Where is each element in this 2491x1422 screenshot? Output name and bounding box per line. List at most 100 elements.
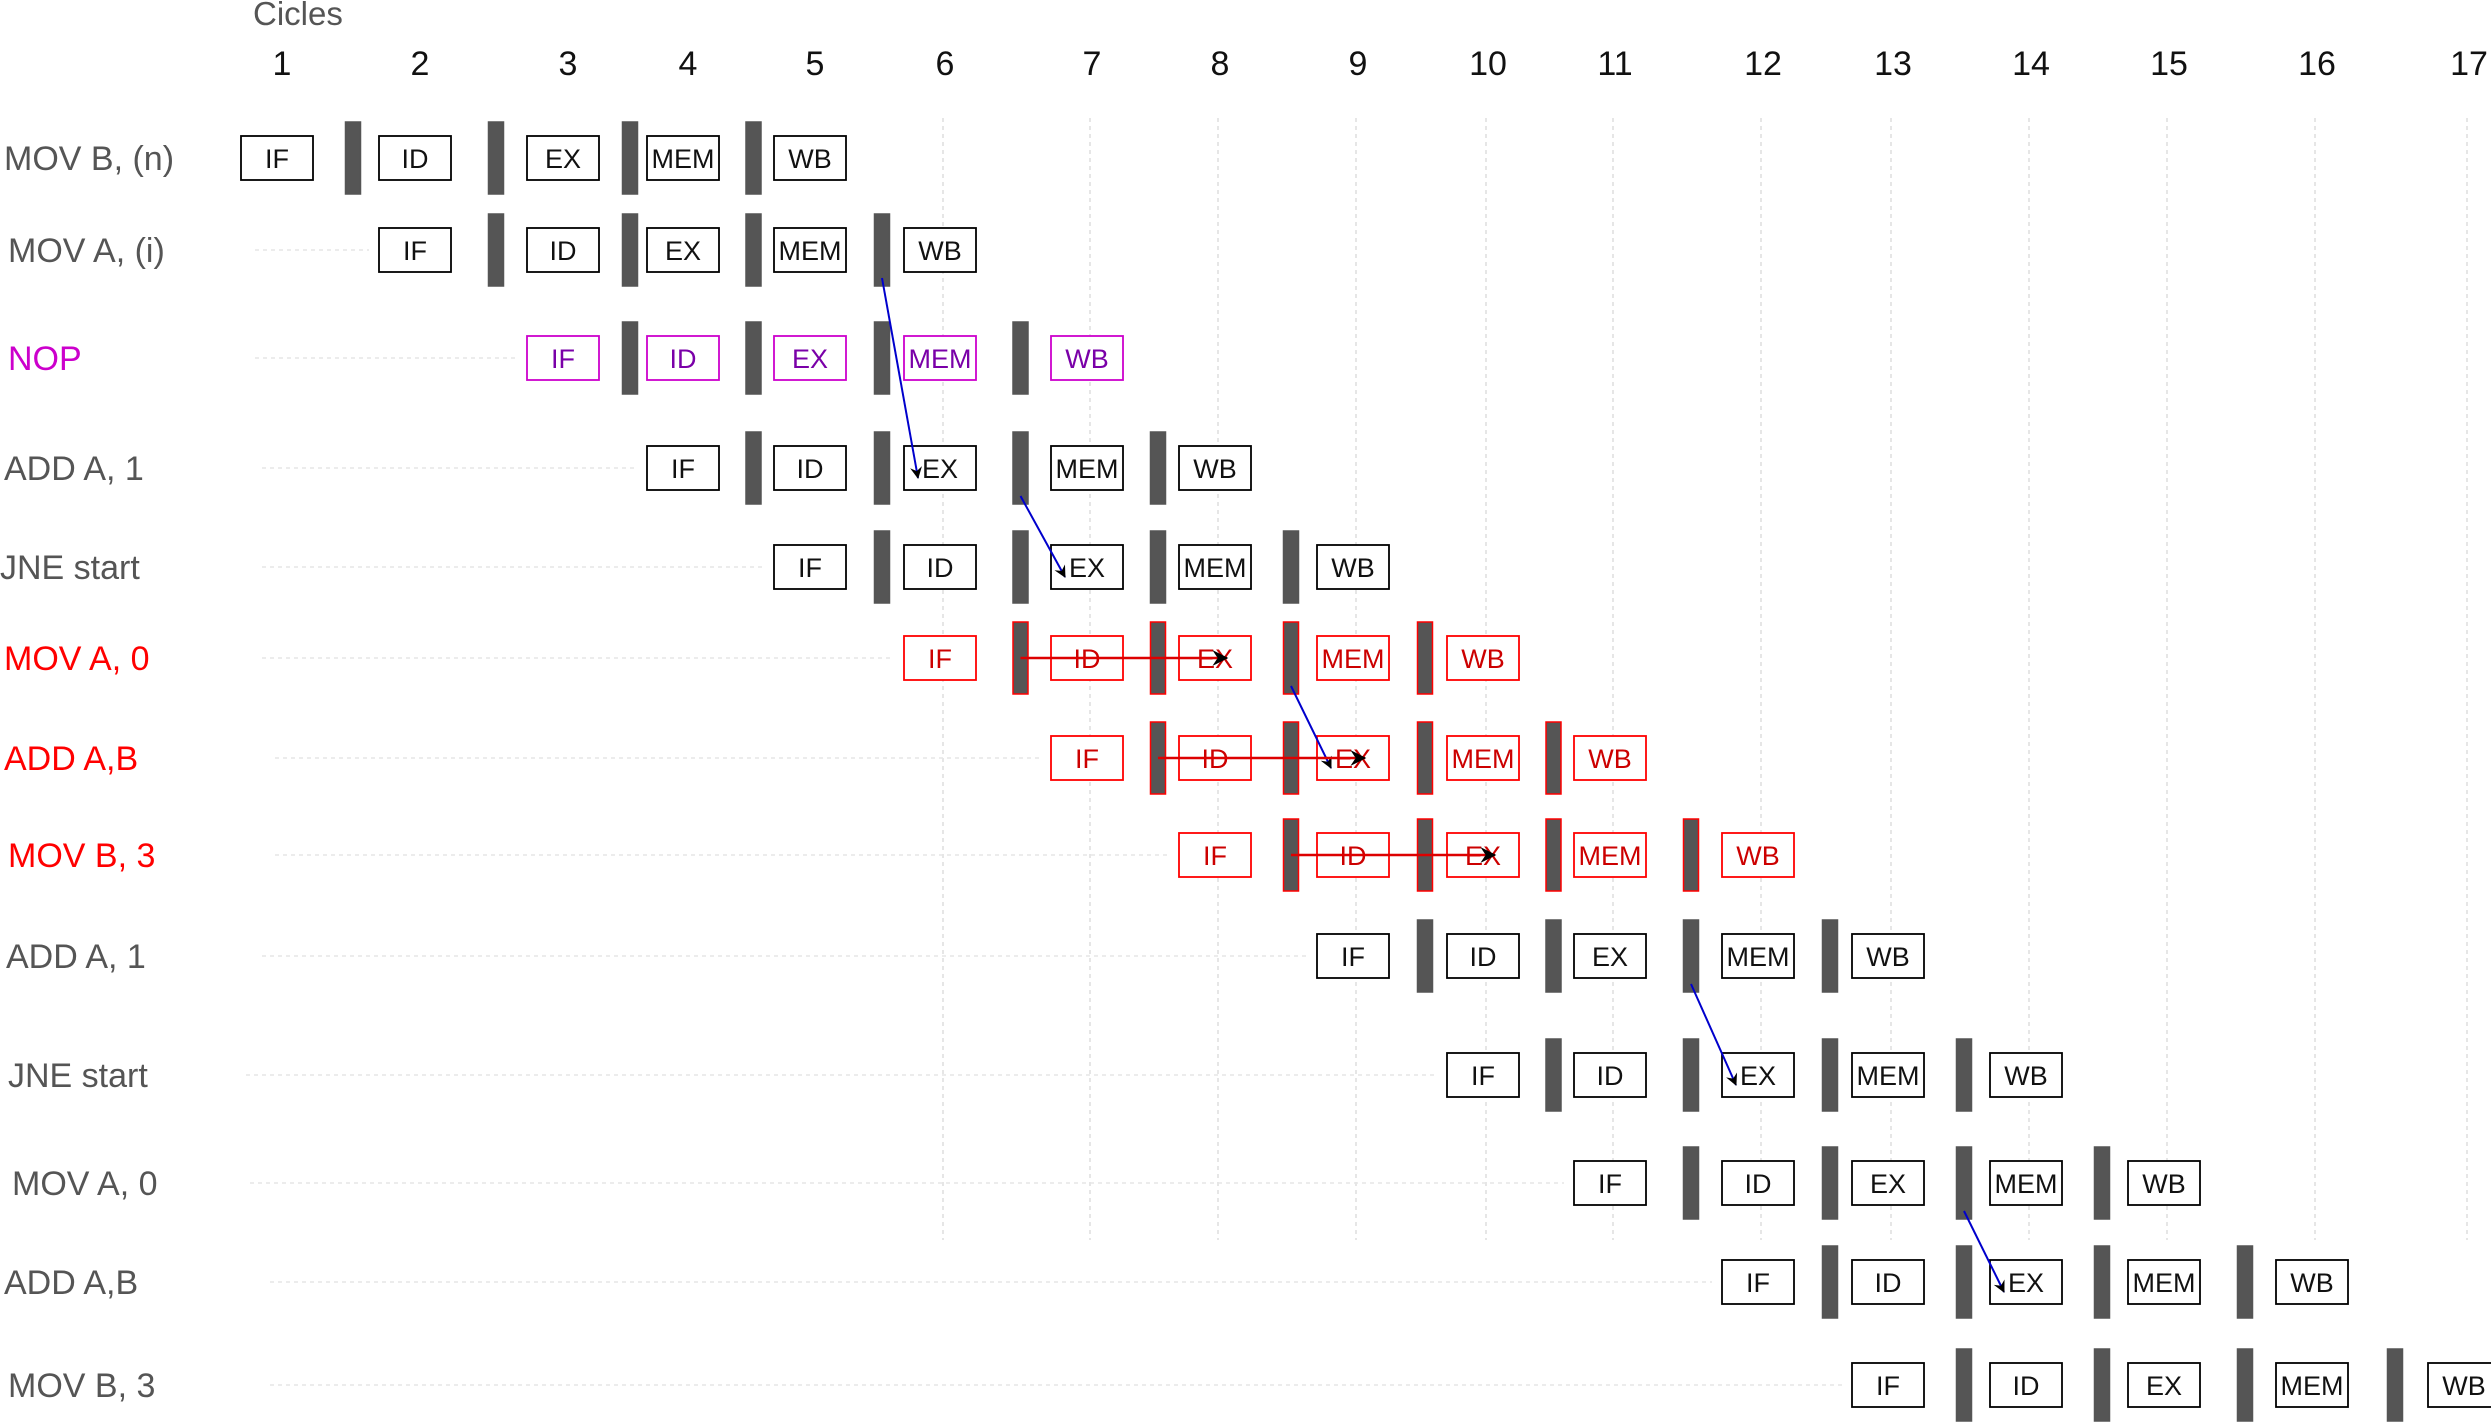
- pipeline-latches: [344, 121, 2404, 1422]
- stage-label: MEM: [1995, 1169, 2058, 1199]
- stage-label: EX: [792, 344, 828, 374]
- pipeline-latch: [1821, 1245, 1839, 1319]
- stage-box: [1316, 933, 1390, 979]
- pipeline-latch: [1012, 530, 1029, 604]
- stage-label: EX: [2146, 1371, 2182, 1401]
- pipeline-latch: [1955, 1146, 1973, 1220]
- stage-label: ID: [1597, 1061, 1624, 1091]
- stage-label: MEM: [2281, 1371, 2344, 1401]
- stage-box: [1989, 1362, 2063, 1408]
- stage-label: WB: [1866, 942, 1910, 972]
- pipeline-latch: [344, 121, 362, 195]
- instruction-label: MOV B, (n): [4, 140, 174, 178]
- instruction-label: ADD A, 1: [4, 450, 144, 488]
- pipeline-latch: [2093, 1348, 2111, 1422]
- stage-box: [903, 635, 977, 681]
- stage-label: IF: [1598, 1169, 1622, 1199]
- pipeline-latch: [1149, 530, 1167, 604]
- stage-box: [646, 135, 720, 181]
- stage-box: [903, 335, 977, 381]
- pipeline-latch: [745, 321, 762, 395]
- pipeline-latch: [2093, 1146, 2111, 1220]
- pipeline-latch: [1012, 321, 1029, 395]
- stage-label: MEM: [779, 236, 842, 266]
- stage-box: [1721, 933, 1795, 979]
- stage-label: ID: [670, 344, 697, 374]
- stage-box: [1573, 933, 1647, 979]
- pipeline-latch: [1682, 1038, 1700, 1112]
- stage-label: WB: [1588, 744, 1632, 774]
- stage-box: [1989, 1160, 2063, 1206]
- instruction-label: MOV A, (i): [8, 232, 165, 270]
- pipeline-latch: [1682, 1146, 1700, 1220]
- stage-label: EX: [1870, 1169, 1906, 1199]
- stage-box: [1446, 735, 1520, 781]
- stage-box: [773, 445, 847, 491]
- forwarding-arrow: [1690, 983, 1738, 1086]
- stage-label: WB: [1193, 454, 1237, 484]
- stage-box: [903, 544, 977, 590]
- cycles-title: Cicles: [253, 0, 343, 32]
- stage-box: [646, 445, 720, 491]
- pipeline-latch: [1282, 530, 1300, 604]
- cycle-number: 2: [411, 45, 430, 83]
- stage-box: [903, 227, 977, 273]
- stage-label: IF: [1746, 1268, 1770, 1298]
- stage-box: [1178, 445, 1252, 491]
- instruction-label: JNE start: [0, 549, 140, 587]
- stage-box: [1851, 933, 1925, 979]
- pipeline-latch: [745, 431, 762, 505]
- stage-box: [526, 335, 600, 381]
- cycle-number: 1: [273, 45, 292, 83]
- stage-label: IF: [1075, 744, 1099, 774]
- stage-box: [1989, 1052, 2063, 1098]
- stage-label: MEM: [1579, 841, 1642, 871]
- forwarding-arrow: [1290, 685, 1332, 769]
- stage-box: [1178, 544, 1252, 590]
- stage-label: MEM: [1452, 744, 1515, 774]
- pipeline-latch: [745, 121, 762, 195]
- stage-box: [2427, 1362, 2491, 1408]
- instruction-label: ADD A, 1: [6, 938, 146, 976]
- stage-label: WB: [918, 236, 962, 266]
- stage-label: MEM: [1056, 454, 1119, 484]
- stage-label: ID: [2013, 1371, 2040, 1401]
- pipeline-latch: [1821, 1038, 1839, 1112]
- stage-box: [646, 227, 720, 273]
- stage-label: IF: [1341, 942, 1365, 972]
- stage-label: MEM: [2133, 1268, 2196, 1298]
- cycle-number: 15: [2150, 45, 2188, 83]
- pipeline-latch: [1955, 1245, 1973, 1319]
- instruction-label: MOV A, 0: [4, 640, 150, 678]
- stage-box: [1316, 544, 1390, 590]
- instruction-label: MOV B, 3: [8, 837, 155, 875]
- stage-label: MEM: [652, 144, 715, 174]
- pipeline-stages: IF ID EX MEM WB IF ID EX MEM WB IF ID EX MEM WB IF ID EX M…: [240, 135, 2491, 1408]
- forwarding-arrows: [881, 277, 2005, 1293]
- stage-box: [378, 135, 452, 181]
- stage-box: [1721, 1160, 1795, 1206]
- stage-box: [1851, 1052, 1925, 1098]
- pipeline-latch: [1416, 621, 1434, 695]
- pipeline-latch: [873, 321, 891, 395]
- stage-label: ID: [402, 144, 429, 174]
- stage-box: [1050, 445, 1124, 491]
- pipeline-latch: [621, 321, 639, 395]
- pipeline-latch: [487, 121, 505, 195]
- cycle-number: 10: [1469, 45, 1507, 83]
- stage-box: [2127, 1362, 2201, 1408]
- stage-box: [1573, 1160, 1647, 1206]
- cycle-number: 4: [679, 45, 698, 83]
- pipeline-latch: [1821, 919, 1839, 993]
- pipeline-latch: [1545, 818, 1562, 892]
- stage-label: IF: [1203, 841, 1227, 871]
- stage-label: IF: [798, 553, 822, 583]
- pipeline-latch: [1682, 919, 1700, 993]
- stage-label: EX: [665, 236, 701, 266]
- stage-label: ID: [927, 553, 954, 583]
- pipeline-latch: [873, 431, 891, 505]
- stage-label: IF: [1876, 1371, 1900, 1401]
- stage-box: [2127, 1160, 2201, 1206]
- stage-box: [1851, 1259, 1925, 1305]
- instruction-label: MOV A, 0: [12, 1165, 158, 1203]
